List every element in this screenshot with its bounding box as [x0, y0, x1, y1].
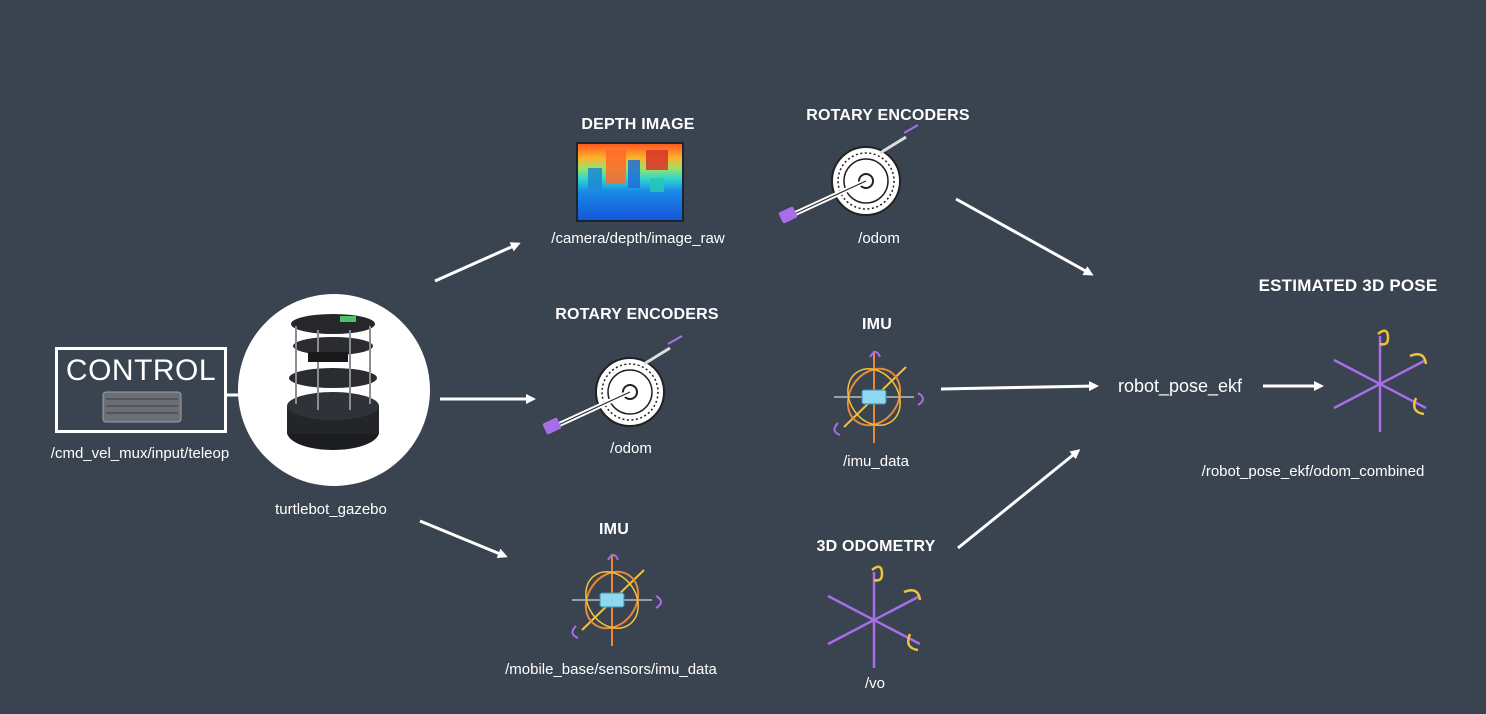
control-box: CONTROL	[55, 347, 227, 433]
imu-right-topic: /imu_data	[843, 453, 909, 470]
depth-title: DEPTH IMAGE	[581, 116, 695, 133]
control-title: CONTROL	[65, 354, 217, 387]
imu-left-title: IMU	[599, 521, 629, 538]
arrow-to-depth	[434, 242, 521, 283]
imu-left-topic: /mobile_base/sensors/imu_data	[505, 661, 717, 678]
output-topic: /robot_pose_ekf/odom_combined	[1201, 463, 1425, 480]
turtlebot-icon	[287, 314, 379, 450]
depth-topic: /camera/depth/image_raw	[551, 230, 725, 247]
encoders-left-title: ROTARY ENCODERS	[555, 306, 719, 323]
arrow-to-imu	[419, 519, 508, 558]
robot-label: turtlebot_gazebo	[275, 501, 387, 518]
output-title: ESTIMATED 3D POSE	[1258, 276, 1438, 295]
ekf-node-label: robot_pose_ekf	[1117, 376, 1243, 396]
encoders-right-topic: /odom	[858, 230, 900, 247]
arrow-vo-to-ekf	[957, 449, 1081, 550]
encoders-left-topic: /odom	[610, 440, 652, 457]
connectors	[226, 197, 1324, 558]
keyboard-icon	[102, 391, 182, 423]
odometry-title: 3D ODOMETRY	[816, 538, 936, 555]
encoders-right-title: ROTARY ENCODERS	[806, 107, 970, 124]
arrow-imu-to-ekf	[940, 381, 1099, 392]
control-topic: /cmd_vel_mux/input/teleop	[50, 445, 230, 462]
odometry-topic: /vo	[864, 675, 886, 692]
imu-right-title: IMU	[862, 316, 892, 333]
arrow-odom-to-ekf	[955, 197, 1094, 276]
